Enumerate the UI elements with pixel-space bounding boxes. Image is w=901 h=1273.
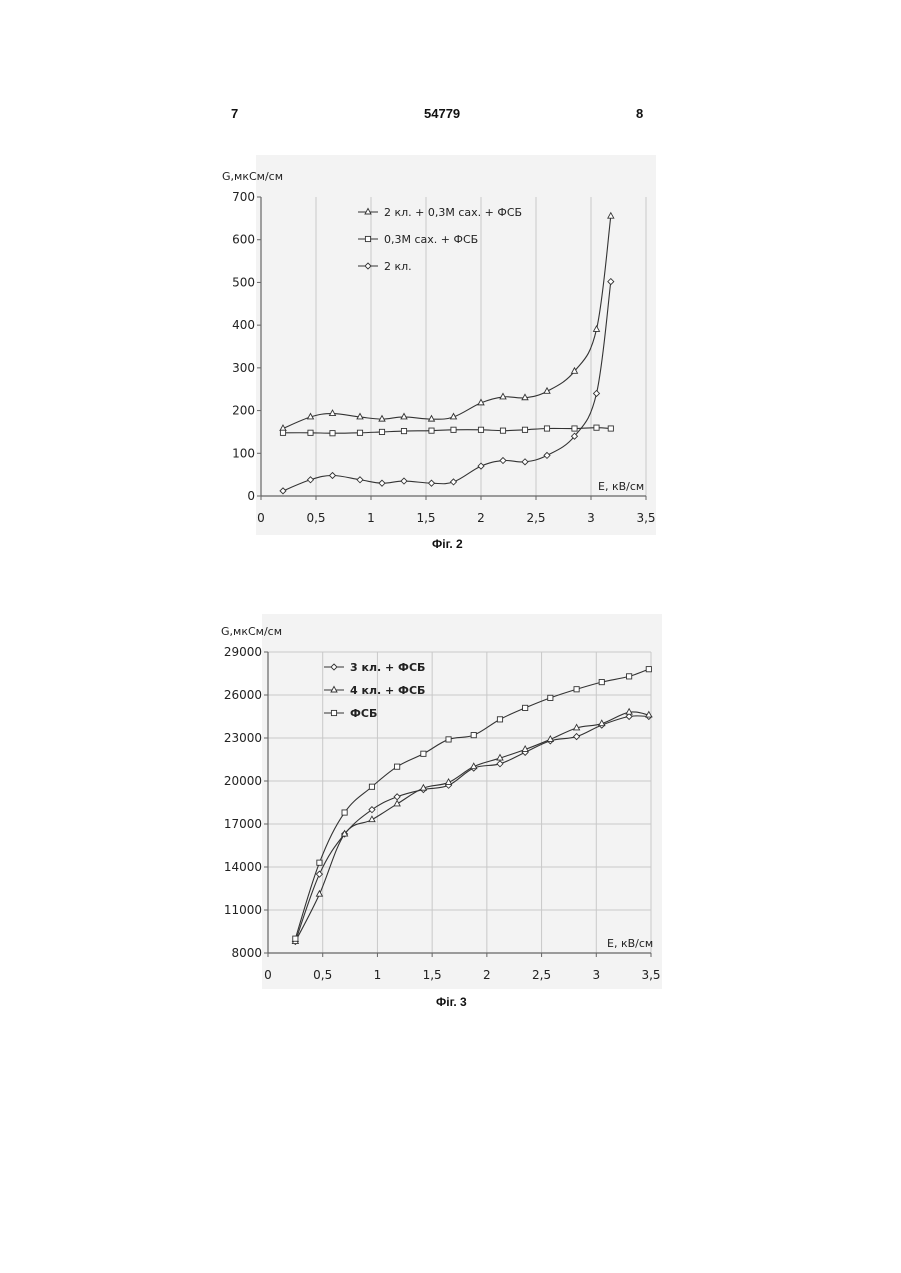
x-axis-label: E, кВ/см bbox=[598, 480, 644, 493]
y-tick-label: 700 bbox=[232, 190, 255, 204]
y-tick-label: 23000 bbox=[224, 731, 262, 745]
legend-label: 2 кл. bbox=[384, 260, 412, 273]
data-point bbox=[308, 430, 313, 435]
y-axis-label: G,мкСм/см bbox=[222, 170, 283, 183]
data-point bbox=[446, 737, 451, 742]
data-point bbox=[548, 695, 553, 700]
x-tick-label: 1,5 bbox=[423, 968, 442, 982]
x-tick-label: 2 bbox=[483, 968, 491, 982]
y-tick-label: 100 bbox=[232, 446, 255, 460]
y-tick-label: 0 bbox=[247, 489, 255, 503]
data-point bbox=[523, 705, 528, 710]
x-tick-label: 0,5 bbox=[313, 968, 332, 982]
data-point bbox=[594, 425, 599, 430]
y-tick-label: 17000 bbox=[224, 817, 262, 831]
legend-label: 2 кл. + 0,3М сах. + ФСБ bbox=[384, 206, 522, 219]
data-point bbox=[500, 428, 505, 433]
data-point bbox=[401, 428, 406, 433]
x-tick-label: 2,5 bbox=[526, 511, 545, 525]
legend-marker bbox=[331, 710, 336, 715]
data-point bbox=[357, 430, 362, 435]
x-tick-label: 1,5 bbox=[416, 511, 435, 525]
y-tick-label: 600 bbox=[232, 233, 255, 247]
data-point bbox=[522, 427, 527, 432]
legend-label: 4 кл. + ФСБ bbox=[350, 684, 425, 697]
y-axis-label: G,мкСм/см bbox=[221, 625, 282, 638]
legend-label: 0,3М сах. + ФСБ bbox=[384, 233, 478, 246]
data-point bbox=[317, 860, 322, 865]
figure-2-caption: Фіг. 2 bbox=[432, 537, 463, 551]
y-tick-label: 400 bbox=[232, 318, 255, 332]
y-tick-label: 26000 bbox=[224, 688, 262, 702]
x-tick-label: 1 bbox=[367, 511, 375, 525]
data-point bbox=[608, 426, 613, 431]
x-tick-label: 2,5 bbox=[532, 968, 551, 982]
plot-background bbox=[262, 614, 662, 989]
y-tick-label: 200 bbox=[232, 404, 255, 418]
y-tick-label: 20000 bbox=[224, 774, 262, 788]
data-point bbox=[574, 687, 579, 692]
data-point bbox=[330, 431, 335, 436]
data-point bbox=[342, 810, 347, 815]
y-tick-label: 8000 bbox=[231, 946, 262, 960]
data-point bbox=[478, 427, 483, 432]
data-point bbox=[451, 427, 456, 432]
data-point bbox=[369, 784, 374, 789]
legend-label: ФСБ bbox=[350, 707, 377, 720]
x-axis-label: E, кВ/см bbox=[607, 937, 653, 950]
y-tick-label: 14000 bbox=[224, 860, 262, 874]
figure-3-caption: Фіг. 3 bbox=[436, 995, 467, 1009]
data-point bbox=[599, 680, 604, 685]
y-tick-label: 11000 bbox=[224, 903, 262, 917]
data-point bbox=[395, 764, 400, 769]
x-tick-label: 0 bbox=[264, 968, 272, 982]
chart-3: 8000 11000 14000 17000 20000 23000 26000 29000 0… bbox=[221, 614, 662, 989]
data-point bbox=[646, 667, 651, 672]
data-point bbox=[497, 717, 502, 722]
y-tick-label: 300 bbox=[232, 361, 255, 375]
data-point bbox=[572, 426, 577, 431]
data-point bbox=[627, 674, 632, 679]
data-point bbox=[379, 429, 384, 434]
x-tick-label: 0 bbox=[257, 511, 265, 525]
x-tick-label: 1 bbox=[374, 968, 382, 982]
data-point bbox=[293, 936, 298, 941]
x-tick-label: 3,5 bbox=[636, 511, 655, 525]
y-tick-label: 500 bbox=[232, 275, 255, 289]
data-point bbox=[280, 430, 285, 435]
legend-marker bbox=[365, 236, 370, 241]
x-tick-label: 3 bbox=[592, 968, 600, 982]
data-point bbox=[429, 428, 434, 433]
chart-2: 0 100 200 300 400 500 600 700 0 0,5 1 1,5 2 2,5 3 3,5 G,… bbox=[222, 155, 656, 535]
x-tick-label: 3 bbox=[587, 511, 595, 525]
x-tick-label: 0,5 bbox=[306, 511, 325, 525]
data-point bbox=[471, 733, 476, 738]
legend-label: 3 кл. + ФСБ bbox=[350, 661, 425, 674]
y-tick-label: 29000 bbox=[224, 645, 262, 659]
data-point bbox=[421, 751, 426, 756]
data-point bbox=[544, 426, 549, 431]
x-tick-label: 3,5 bbox=[641, 968, 660, 982]
x-tick-label: 2 bbox=[477, 511, 485, 525]
